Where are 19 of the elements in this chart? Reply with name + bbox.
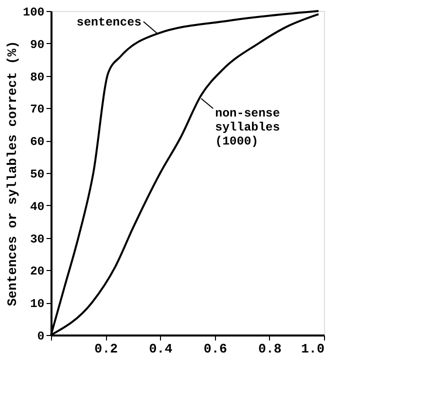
y-tick-label: 20 <box>30 264 44 279</box>
y-tick-label: 40 <box>30 200 44 214</box>
y-tick-label: 100 <box>22 6 44 20</box>
x-tick-label: 1.0 <box>301 342 325 356</box>
y-tick-label: 60 <box>30 135 44 150</box>
x-tick-label: 0.4 <box>148 342 173 356</box>
annotation: non-sense syllables (1000) <box>215 106 280 148</box>
annotation: sentences <box>76 16 142 30</box>
x-tick-label: 0.8 <box>258 342 282 356</box>
y-tick-label: 80 <box>30 70 44 84</box>
y-tick-label: 50 <box>30 168 44 182</box>
y-tick-label: 10 <box>30 297 44 312</box>
x-tick-label: 0.2 <box>94 342 118 356</box>
y-tick-label: 0 <box>37 330 44 344</box>
y-tick-label: 30 <box>30 232 44 246</box>
y-axis-title: Sentences or syllables correct (%) <box>4 40 20 306</box>
y-tick-label: 70 <box>30 102 44 117</box>
x-tick-label: 0.6 <box>204 342 228 356</box>
y-tick-label: 90 <box>30 38 44 52</box>
